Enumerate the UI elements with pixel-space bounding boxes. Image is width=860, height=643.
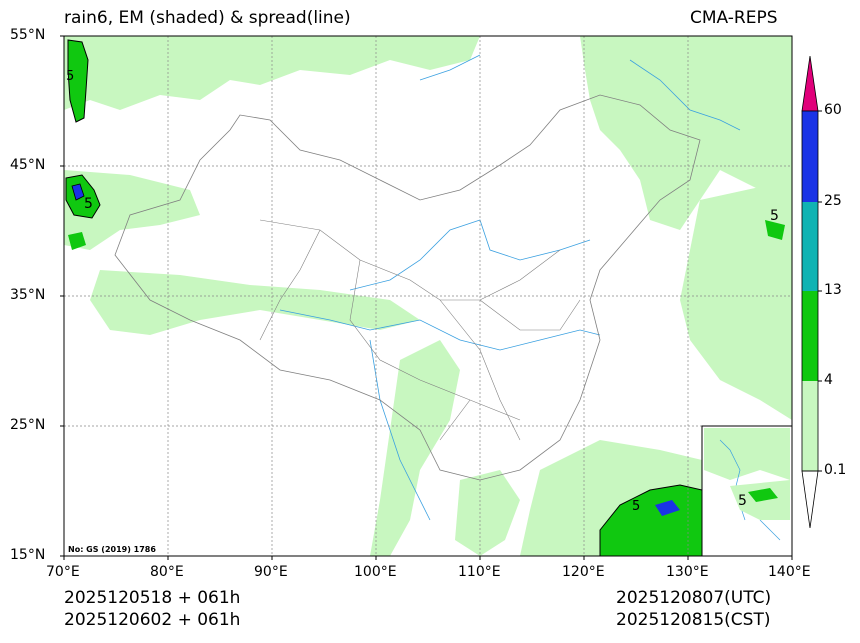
init-time-cst: 2025120602 + 061h xyxy=(64,610,241,630)
valid-time-cst: 2025120815(CST) xyxy=(616,610,771,630)
lat-label: 55°N xyxy=(10,27,46,43)
lon-label: 70°E xyxy=(46,564,80,580)
colorbar-under xyxy=(801,470,819,529)
lon-label: 120°E xyxy=(562,564,605,580)
colorbar-tick: 13 xyxy=(824,282,842,298)
lon-label: 110°E xyxy=(458,564,501,580)
colorbar-bin-25-60 xyxy=(802,111,818,202)
colorbar-bin-0.1-4 xyxy=(802,381,818,471)
river-amur xyxy=(629,59,741,131)
rain-core-japan xyxy=(765,220,785,240)
colorbar-tick: 0.1 xyxy=(824,462,847,478)
init-time-utc: 2025120518 + 061h xyxy=(64,588,241,608)
rain-area-west xyxy=(64,170,200,250)
rain-max-tianshan xyxy=(71,183,85,201)
rain-core-altai xyxy=(67,39,89,123)
rain-area-scs-west xyxy=(455,470,520,556)
colorbar-bin-13-25 xyxy=(802,202,818,291)
rain-area-southwest xyxy=(370,340,460,556)
river-mekong xyxy=(369,339,431,521)
lake-baikal xyxy=(419,54,481,81)
lat-label: 35°N xyxy=(10,287,46,303)
rain-area-plateau xyxy=(90,270,420,335)
colorbar-tick: 60 xyxy=(824,102,842,118)
border-china xyxy=(114,94,701,481)
contour-label: 5 xyxy=(632,499,640,514)
rain-area-east-sea xyxy=(680,180,792,420)
lat-label: 15°N xyxy=(10,547,46,563)
colorbar-tick: 25 xyxy=(824,193,842,209)
colorbar xyxy=(801,55,822,529)
colorbar-over xyxy=(801,55,819,112)
map-credit: No: GS (2019) 1786 xyxy=(68,545,156,554)
valid-time-utc: 2025120807(UTC) xyxy=(616,588,772,608)
rain-core-kz xyxy=(68,232,86,250)
contour-label: 5 xyxy=(84,196,93,212)
lon-label: 100°E xyxy=(354,564,397,580)
lon-label: 130°E xyxy=(666,564,709,580)
colorbar-bin-4-13 xyxy=(802,291,818,381)
contour-label: 5 xyxy=(770,208,779,224)
rain-area-northeast xyxy=(580,36,792,230)
lat-label: 45°N xyxy=(10,157,46,173)
colorbar-tick: 4 xyxy=(824,372,833,388)
lon-label: 80°E xyxy=(150,564,184,580)
inset-contour-label: 5 xyxy=(738,493,747,509)
border-provinces xyxy=(259,219,581,441)
map-title: rain6, EM (shaded) & spread(line) xyxy=(64,8,351,28)
model-name: CMA-REPS xyxy=(690,8,778,28)
rain-core-philippine-sea xyxy=(599,484,703,556)
lon-label: 90°E xyxy=(254,564,288,580)
rain-max-sea xyxy=(655,500,680,516)
lon-label: 140°E xyxy=(768,564,811,580)
lat-label: 25°N xyxy=(10,417,46,433)
contour-label: 5 xyxy=(66,69,74,84)
river-yangtze xyxy=(279,309,601,351)
